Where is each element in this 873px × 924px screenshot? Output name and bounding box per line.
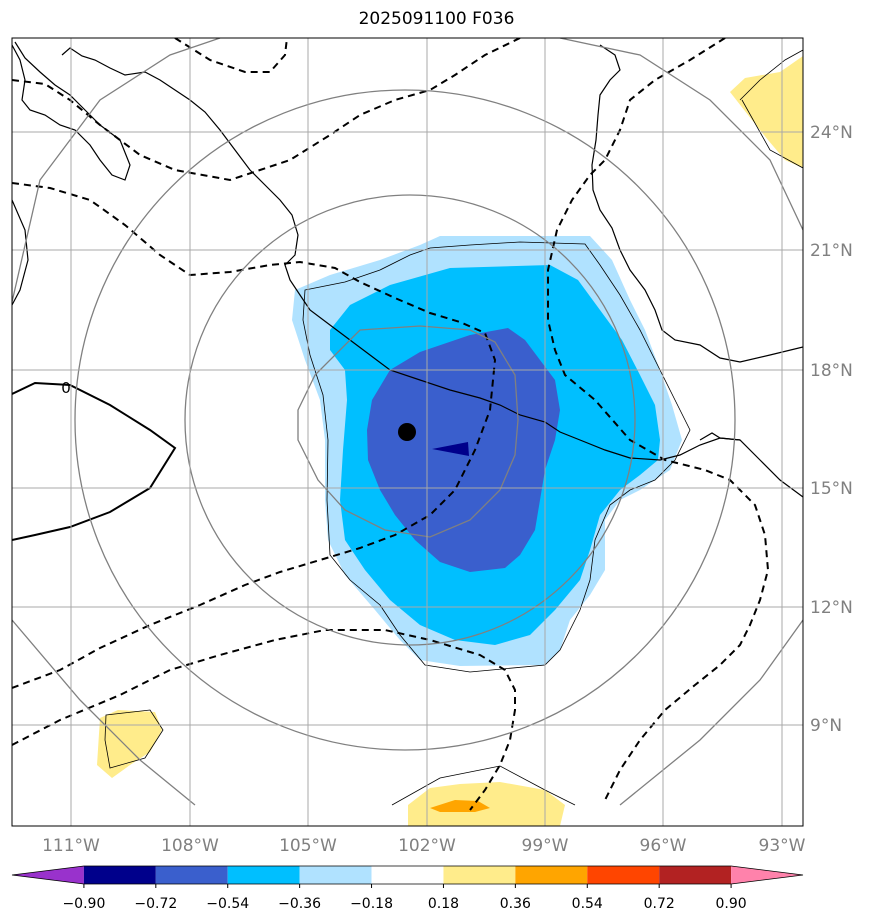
colorbar-tick-label: 0.18 — [428, 896, 459, 912]
colorbar-segment — [155, 866, 228, 884]
lat-label-15n: 15°N — [810, 479, 853, 499]
gridlines — [12, 38, 803, 826]
colorbar-tick-label: −0.54 — [206, 896, 249, 912]
longitude-labels: 111°W 108°W 105°W 102°W 99°W 96°W 93°W — [42, 836, 806, 856]
coastline — [12, 41, 803, 498]
colorbar-segment — [731, 866, 803, 884]
colorbar-tick-label: 0.90 — [716, 896, 747, 912]
lon-label-96w: 96°W — [640, 836, 687, 856]
colorbar-tick-label: 0.72 — [644, 896, 675, 912]
lat-label-12n: 12°N — [810, 598, 853, 618]
colorbar-segment — [587, 866, 660, 884]
colorbar-segment — [371, 866, 444, 884]
colorbar-tick-label: −0.72 — [134, 896, 177, 912]
lon-label-111w: 111°W — [42, 836, 100, 856]
colorbar-tick-label: 0.54 — [572, 896, 603, 912]
fill-yellow-south — [408, 782, 565, 826]
range-ring-inner — [297, 325, 519, 538]
range-rings — [12, 38, 803, 806]
plot-area: 0 — [12, 38, 803, 826]
colorbar-segment — [227, 866, 300, 884]
colorbar-segment — [659, 866, 732, 884]
lon-label-93w: 93°W — [759, 836, 806, 856]
fill-navy — [432, 442, 469, 456]
plot-border — [11, 37, 804, 827]
colorbar-segment — [299, 866, 372, 884]
lon-label-99w: 99°W — [522, 836, 569, 856]
lat-label-9n: 9°N — [810, 716, 842, 736]
colorbar-tick-label: 0.36 — [500, 896, 531, 912]
lon-label-108w: 108°W — [161, 836, 219, 856]
colorbar-segment — [515, 866, 588, 884]
colorbar-tick-label: −0.36 — [278, 896, 321, 912]
colorbar: −0.90 −0.72 −0.54 −0.36 −0.18 0.18 0.36 0.54 0.7… — [11, 865, 804, 912]
zero-contour-label: 0 — [61, 379, 71, 397]
zero-contour — [12, 381, 177, 541]
colorbar-tick-label: −0.18 — [350, 896, 393, 912]
colorbar-tick-label: −0.90 — [62, 896, 105, 912]
fill-yellow-southwest — [97, 710, 162, 778]
fill-orange-south — [430, 800, 490, 812]
lon-label-102w: 102°W — [398, 836, 456, 856]
colorbar-segment — [83, 866, 156, 884]
lat-label-21n: 21°N — [810, 241, 853, 261]
latitude-labels: 24°N 21°N 18°N 15°N 12°N 9°N — [810, 123, 853, 736]
storm-center-marker — [398, 423, 416, 441]
fill-yellow-northeast — [730, 56, 803, 168]
lat-label-24n: 24°N — [810, 123, 853, 143]
dashed-contours — [12, 38, 770, 811]
lat-label-18n: 18°N — [810, 361, 853, 381]
thin-contours — [104, 49, 803, 806]
lon-label-105w: 105°W — [279, 836, 337, 856]
colorbar-segment — [12, 866, 84, 884]
colorbar-segment — [443, 866, 516, 884]
map-title: 2025091100 F036 — [358, 9, 515, 29]
